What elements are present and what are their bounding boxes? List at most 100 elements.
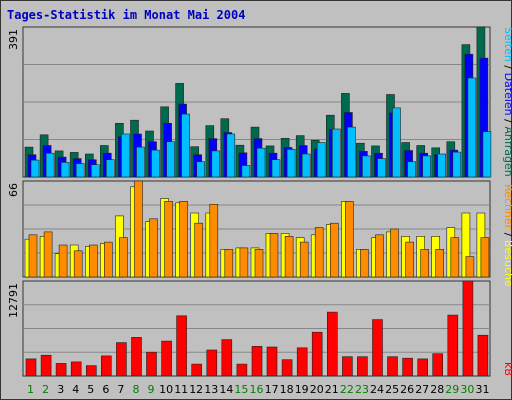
bar-seiten-day-28	[437, 153, 447, 178]
bar-rechner-day-1	[28, 234, 38, 278]
bar-rechner-day-20	[314, 227, 324, 278]
bar-rechner-day-27	[420, 249, 430, 278]
legend-seiten: Seiten	[502, 27, 512, 62]
bar-rechner-day-13	[209, 204, 219, 278]
bar-kb-day-28	[432, 353, 444, 377]
day-label-19: 19	[295, 383, 309, 396]
day-label-25: 25	[385, 383, 399, 396]
bar-seiten-day-25	[392, 107, 401, 178]
bar-kb-day-26	[402, 357, 413, 377]
day-label-4: 4	[72, 383, 79, 396]
bar-seiten-day-10	[166, 141, 175, 178]
day-label-22: 22	[340, 383, 354, 396]
day-label-26: 26	[400, 383, 414, 396]
bar-kb-day-17	[266, 346, 278, 377]
bar-seiten-day-3	[60, 162, 70, 178]
bar-kb-day-8	[131, 337, 142, 377]
legend-anfragen: Anfragen	[502, 126, 512, 176]
bar-rechner-day-19	[299, 241, 309, 278]
chart-title: Tages-Statistik im Monat Mai 2004	[7, 8, 246, 22]
day-label-30: 30	[460, 383, 474, 396]
bar-rechner-day-11	[179, 201, 188, 278]
day-label-18: 18	[280, 383, 294, 396]
bar-kb-day-30	[462, 280, 474, 377]
legend-sep: /	[502, 229, 512, 240]
bar-rechner-day-6	[104, 241, 113, 278]
bar-rechner-day-30	[465, 256, 475, 278]
bar-rechner-day-16	[254, 249, 264, 278]
day-label-1: 1	[27, 383, 34, 396]
bar-kb-day-6	[101, 355, 112, 377]
day-label-14: 14	[219, 383, 233, 396]
day-label-5: 5	[87, 383, 94, 396]
bar-kb-day-4	[70, 361, 82, 377]
bar-rechner-day-18	[284, 236, 294, 278]
day-label-23: 23	[355, 383, 369, 396]
bar-seiten-day-12	[196, 161, 205, 178]
day-label-21: 21	[325, 383, 339, 396]
bar-seiten-day-23	[362, 155, 371, 178]
day-label-3: 3	[57, 383, 64, 396]
bar-seiten-day-19	[301, 153, 311, 178]
legend-kb: kB	[502, 362, 512, 376]
day-label-7: 7	[117, 383, 124, 396]
legend-dateien: Dateien	[502, 73, 512, 116]
day-label-15: 15	[234, 383, 248, 396]
bar-seiten-day-15	[241, 165, 251, 178]
bar-seiten-day-22	[347, 126, 356, 178]
legend-bottom-panel: kB	[502, 362, 512, 376]
bar-kb-day-25	[387, 356, 398, 377]
bar-seiten-day-21	[331, 128, 341, 178]
day-label-10: 10	[159, 383, 173, 396]
bar-kb-day-14	[221, 339, 233, 377]
day-label-11: 11	[174, 383, 188, 396]
bar-kb-day-22	[342, 356, 353, 377]
day-label-13: 13	[204, 383, 218, 396]
bar-rechner-day-9	[149, 218, 158, 278]
legend-besuche: Besuche	[502, 240, 512, 287]
bar-kb-day-23	[357, 356, 368, 377]
bar-kb-day-18	[281, 359, 293, 377]
bar-rechner-day-7	[119, 237, 128, 278]
day-label-24: 24	[370, 383, 384, 396]
bar-seiten-day-13	[211, 150, 221, 178]
bar-kb-day-31	[477, 334, 489, 377]
bar-seiten-day-4	[75, 163, 85, 178]
bar-kb-day-5	[86, 365, 97, 377]
bar-rechner-day-25	[390, 228, 399, 278]
day-label-17: 17	[265, 383, 279, 396]
day-label-31: 31	[476, 383, 490, 396]
day-label-8: 8	[133, 383, 140, 396]
bar-kb-day-19	[296, 347, 308, 377]
bar-rechner-day-23	[360, 249, 369, 278]
day-label-9: 9	[148, 383, 155, 396]
bar-kb-day-9	[146, 351, 157, 377]
bar-seiten-day-26	[407, 161, 416, 178]
bar-rechner-day-4	[73, 250, 83, 278]
bar-seiten-day-8	[136, 146, 145, 178]
legend-sep: /	[502, 116, 512, 127]
bar-seiten-day-27	[422, 155, 432, 178]
bar-rechner-day-28	[435, 249, 445, 278]
bar-rechner-day-15	[239, 247, 249, 278]
bar-kb-day-21	[326, 311, 338, 377]
bar-kb-day-10	[161, 340, 172, 377]
panel-3-max-label: 12791	[7, 283, 20, 318]
bar-seiten-day-14	[226, 133, 236, 178]
bar-rechner-day-17	[269, 233, 279, 278]
legend-rechner: Rechner	[502, 184, 512, 230]
bar-seiten-day-7	[121, 133, 130, 178]
day-label-2: 2	[42, 383, 49, 396]
bar-seiten-day-18	[286, 149, 296, 178]
bar-rechner-day-10	[164, 201, 173, 278]
bar-rechner-day-2	[43, 231, 53, 278]
bar-rechner-day-21	[329, 222, 339, 278]
bar-kb-day-20	[311, 331, 323, 377]
legend-top-panel: Seiten / Dateien / Anfragen	[502, 27, 512, 177]
bar-rechner-day-5	[89, 244, 98, 278]
bar-rechner-day-22	[345, 201, 354, 278]
bar-rechner-day-31	[480, 237, 490, 278]
bar-kb-day-13	[206, 349, 218, 377]
panel-2-max-label: 66	[7, 183, 20, 197]
